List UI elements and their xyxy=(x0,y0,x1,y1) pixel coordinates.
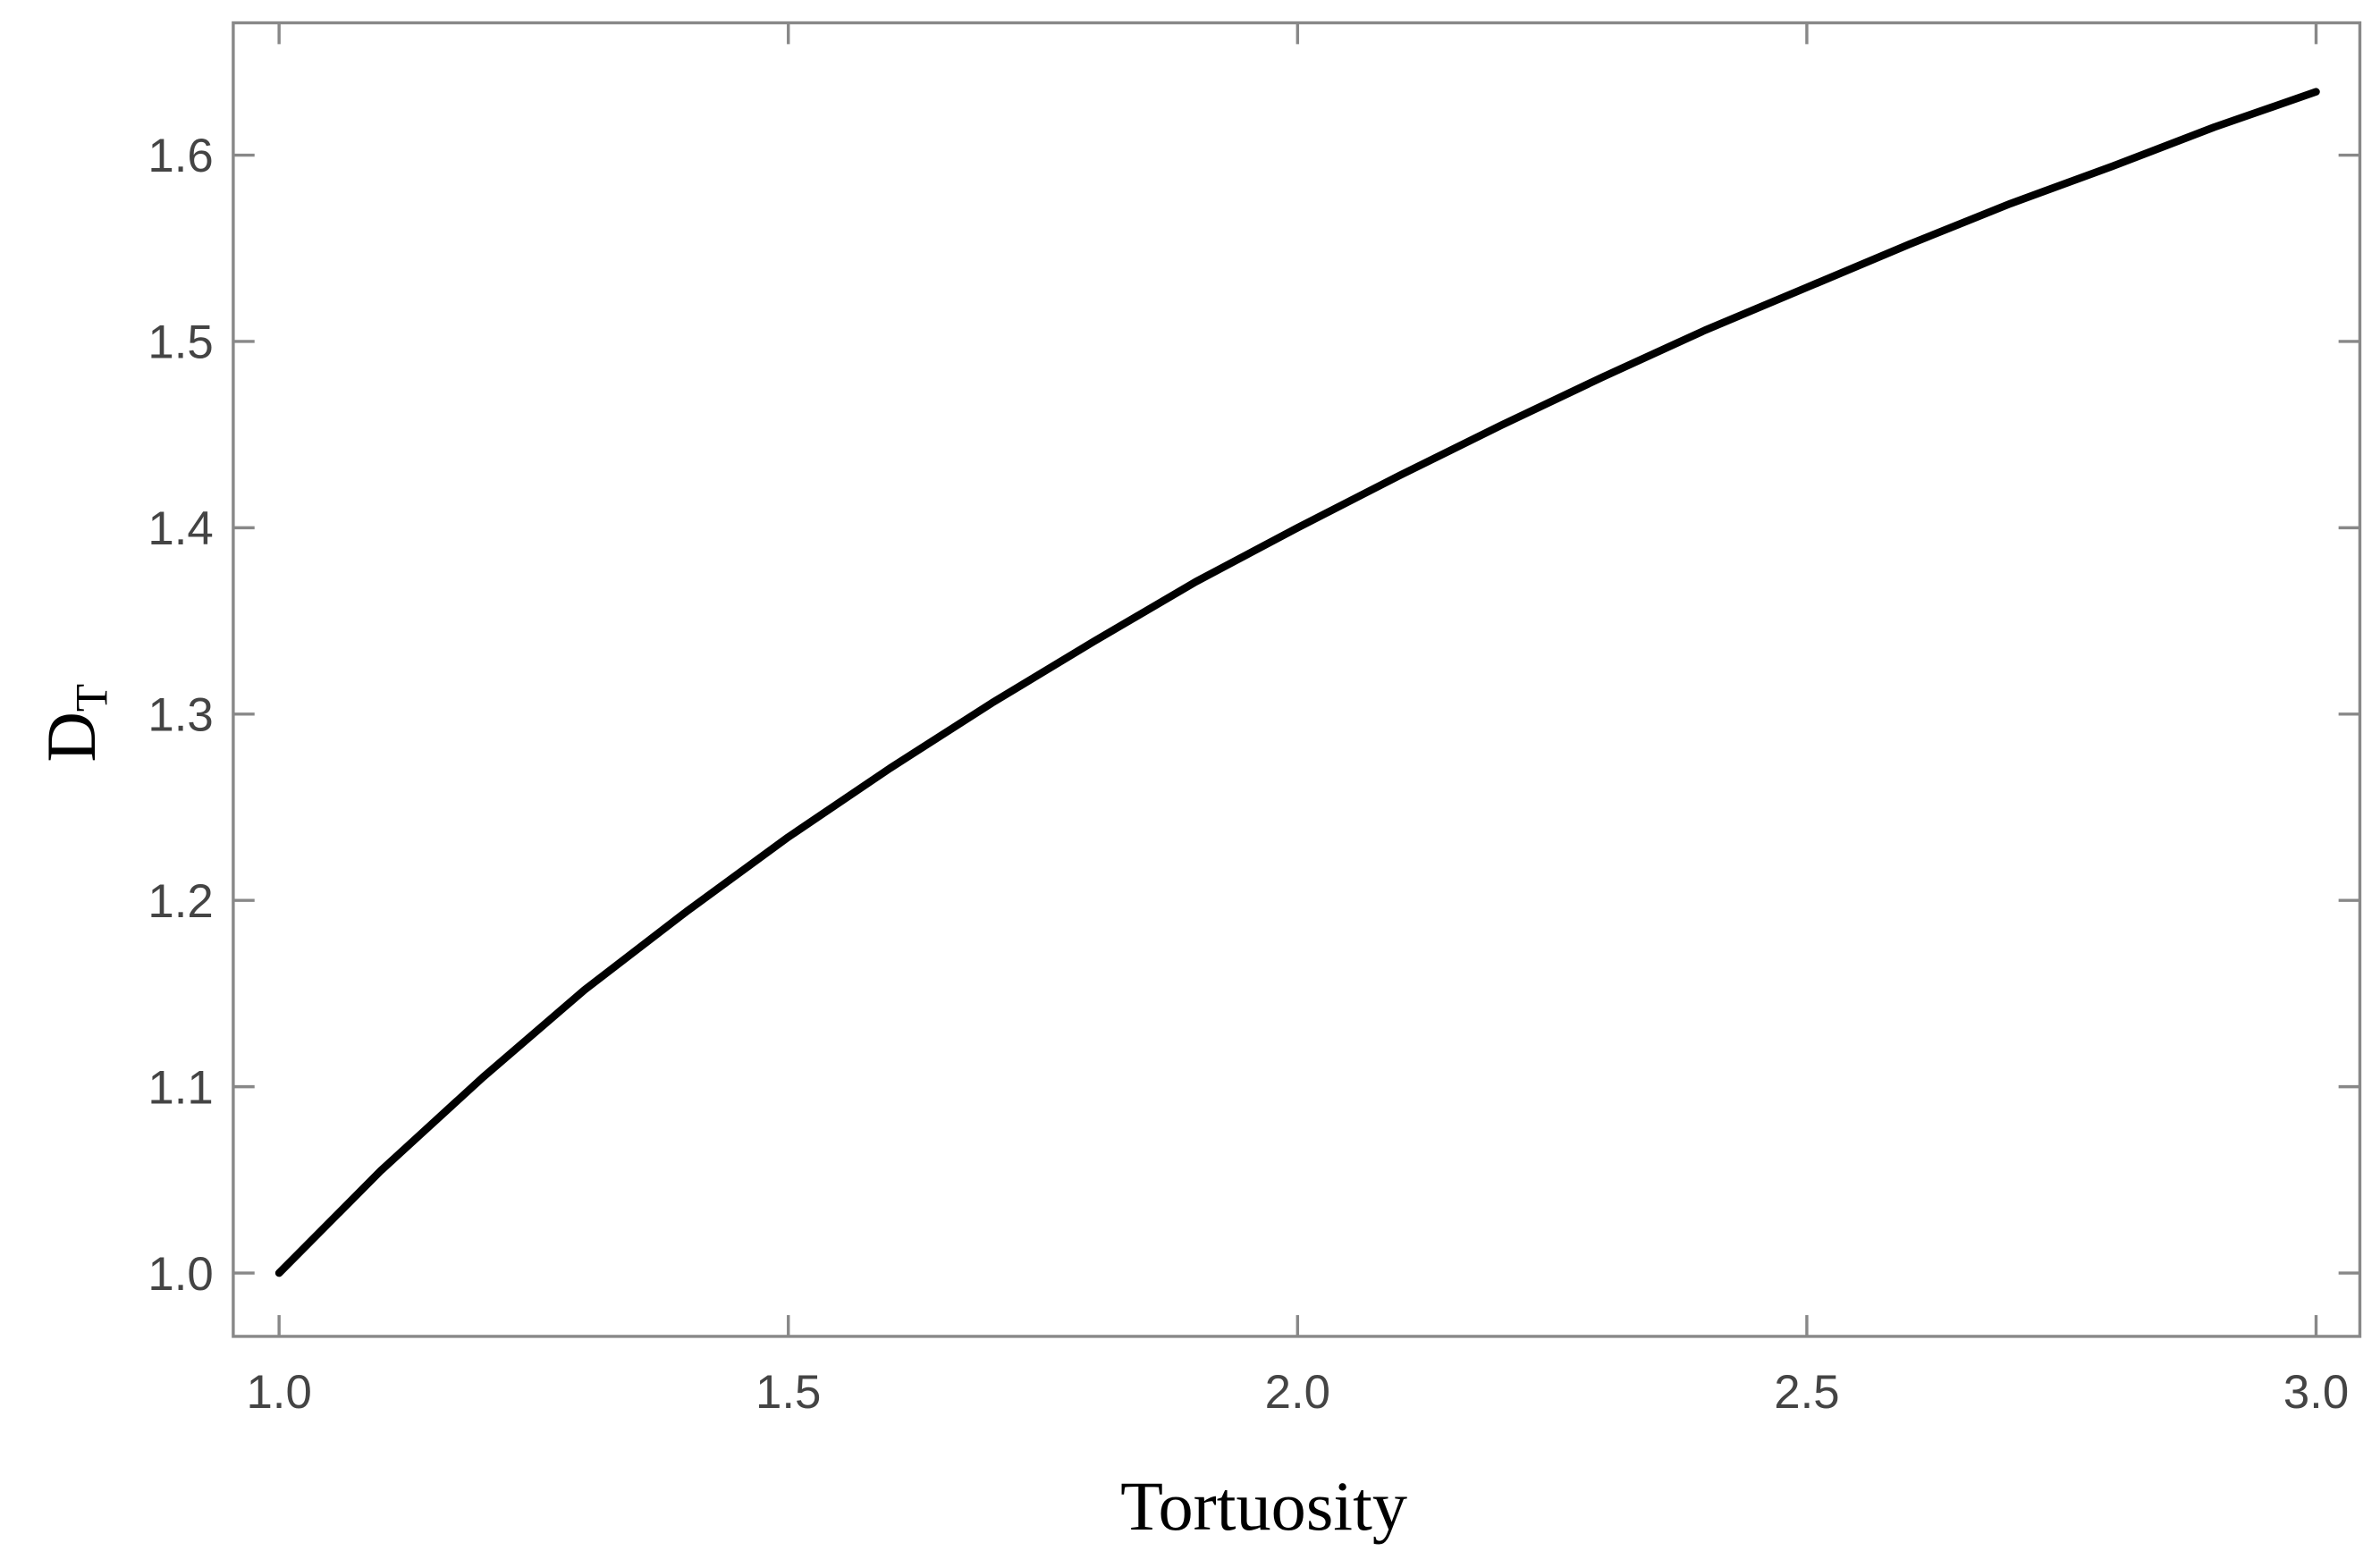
x-tick-label: 1.0 xyxy=(246,1366,311,1419)
y-axis-label: DT xyxy=(32,684,118,763)
y-axis-label-main: D xyxy=(32,712,110,763)
x-axis-label: Tortuosity xyxy=(1120,1467,1407,1545)
y-tick-label: 1.4 xyxy=(148,502,213,555)
y-tick-label: 1.5 xyxy=(148,316,213,369)
x-tick-label: 3.0 xyxy=(2283,1366,2349,1419)
y-tick-label: 1.1 xyxy=(148,1061,213,1114)
y-tick-label: 1.0 xyxy=(148,1248,213,1301)
plot-frame xyxy=(232,21,2362,1338)
data-line xyxy=(274,88,2320,1277)
y-tick-label: 1.6 xyxy=(148,130,213,182)
y-tick-label: 1.3 xyxy=(148,689,213,742)
x-tick-label: 2.0 xyxy=(1265,1366,1330,1419)
y-tick-label: 1.2 xyxy=(148,875,213,928)
y-axis-label-subscript: T xyxy=(67,684,118,712)
x-tick-label: 1.5 xyxy=(755,1366,821,1419)
x-tick-label: 2.5 xyxy=(1774,1366,1839,1419)
